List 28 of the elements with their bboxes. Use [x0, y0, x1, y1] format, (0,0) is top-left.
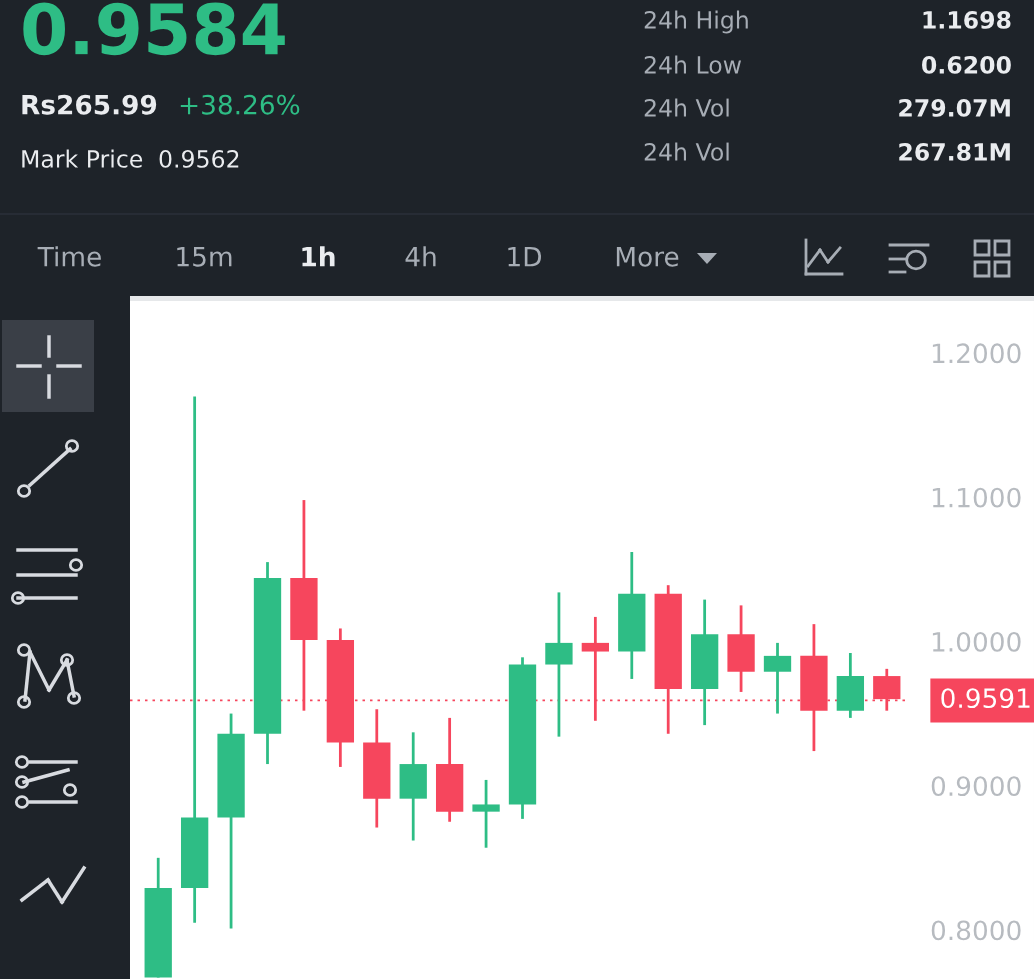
- text: Time: [37, 246, 101, 267]
- text: Mark Price: [22, 149, 143, 168]
- y-tick-label: 1.0000: [932, 631, 1021, 652]
- text: More: [616, 247, 679, 267]
- text: 0.6200: [922, 55, 1011, 74]
- text: Rs265.99: [22, 94, 157, 115]
- text: 24h Low: [644, 55, 742, 74]
- text: 24h High: [644, 10, 748, 34]
- text: 24h Vol: [644, 98, 729, 117]
- y-tick-label: 0.9000: [931, 776, 1021, 797]
- text: 0.9562: [159, 149, 239, 168]
- text: +38.26%: [180, 94, 300, 115]
- candlestick: [472, 778, 500, 850]
- candlestick: [545, 591, 573, 739]
- text: 4h: [405, 246, 436, 267]
- y-tick-label: 1.1000: [932, 487, 1021, 508]
- text: 0.9584: [23, 2, 285, 56]
- text: 1h: [302, 246, 335, 267]
- text: 267.81M: [899, 142, 1010, 161]
- text: 24h Vol: [644, 142, 729, 161]
- y-tick-label: 1.2000: [932, 343, 1021, 364]
- candlestick: [581, 615, 610, 723]
- ref-line-label: 0.9591: [941, 688, 1030, 709]
- text: 279.07M: [899, 98, 1010, 117]
- text: 15m: [177, 247, 232, 267]
- text: 1D: [508, 247, 541, 267]
- y-tick-label: 0.8000: [931, 920, 1021, 941]
- text: 1.1698: [923, 10, 1011, 29]
